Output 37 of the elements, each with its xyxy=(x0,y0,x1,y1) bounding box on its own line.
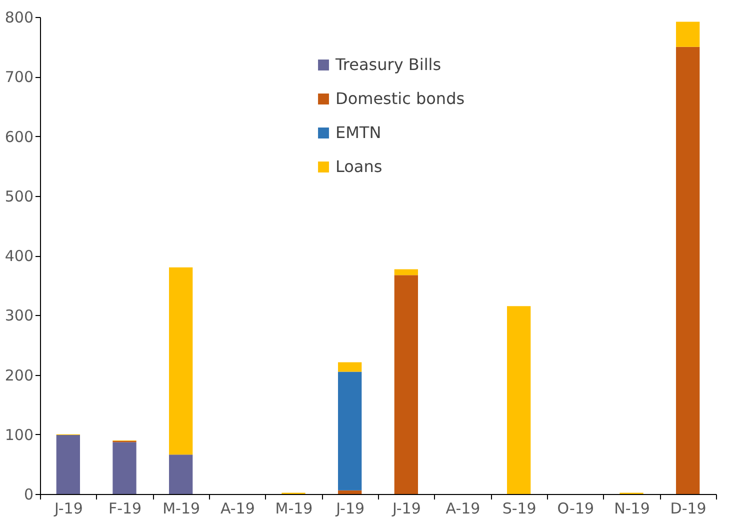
bar xyxy=(338,372,362,490)
legend-label: Treasury Bills xyxy=(334,55,442,74)
y-tick-label: 800 xyxy=(4,8,34,26)
x-tick-label: A-19 xyxy=(446,500,480,518)
y-tick-label: 100 xyxy=(4,426,34,444)
x-tick-label: M-19 xyxy=(162,500,200,518)
x-tick-label: D-19 xyxy=(670,500,706,518)
legend-label: Loans xyxy=(336,157,382,176)
y-tick-label: 200 xyxy=(4,366,34,384)
y-tick-label: 700 xyxy=(4,68,34,86)
bar xyxy=(338,362,362,372)
y-tick-label: 400 xyxy=(4,247,34,265)
bar xyxy=(338,490,362,494)
x-tick-label: J-19 xyxy=(335,500,365,518)
y-tick-label: 0 xyxy=(24,486,34,504)
bar xyxy=(676,22,700,47)
x-tick-label: S-19 xyxy=(502,500,536,518)
x-tick-label: J-19 xyxy=(391,500,421,518)
bar xyxy=(56,434,80,494)
bar xyxy=(169,267,193,455)
y-tick-label: 300 xyxy=(4,306,34,325)
legend-label: Domestic bonds xyxy=(336,89,465,108)
bar xyxy=(507,306,531,494)
x-tick-label: O-19 xyxy=(557,500,594,518)
x-tick-label: J-19 xyxy=(53,500,83,518)
y-tick-label: 500 xyxy=(4,187,34,206)
x-tick-label: M-19 xyxy=(275,500,313,518)
bar xyxy=(112,442,136,494)
bar xyxy=(169,454,193,494)
bar xyxy=(394,269,418,276)
bar xyxy=(676,46,700,494)
x-tick-label: N-19 xyxy=(614,500,650,518)
bar xyxy=(394,275,418,494)
x-tick-label: A-19 xyxy=(220,500,255,518)
y-tick-label: 600 xyxy=(4,128,34,146)
legend-label: EMTN xyxy=(336,123,382,142)
x-tick-label: F-19 xyxy=(108,500,142,518)
